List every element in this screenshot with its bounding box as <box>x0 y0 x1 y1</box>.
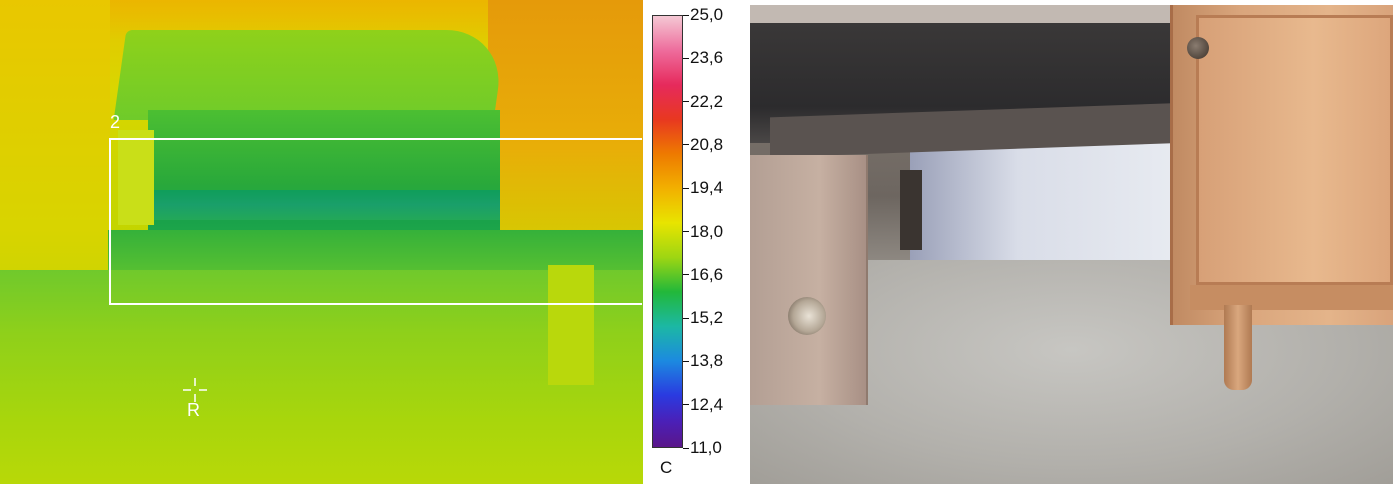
thermal-floor-region <box>0 270 643 484</box>
scale-tick-mark <box>683 360 689 362</box>
scale-tick-label: 25,0 <box>683 5 723 25</box>
measurement-area-box[interactable] <box>109 138 642 305</box>
scale-tick-text: 23,6 <box>690 48 724 68</box>
scale-tick-mark <box>683 317 689 319</box>
scale-tick-text: 12,4 <box>690 394 724 414</box>
scale-tick-label: 22,2 <box>683 92 723 112</box>
scale-tick-mark <box>683 447 689 449</box>
photo-cabinet-knob <box>1187 37 1209 59</box>
temperature-scale-ticks: 25,0 23,6 22,2 20,8 19,4 18,0 16,6 15,2 13,8 12,4… <box>683 0 743 484</box>
scale-tick-mark <box>683 231 689 232</box>
scale-tick-label: 13,8 <box>683 351 723 371</box>
thermal-post-region <box>548 265 594 385</box>
scale-tick-text: 13,8 <box>690 351 724 371</box>
scale-tick-mark <box>683 101 689 103</box>
photo-cabinet-leg <box>1224 305 1252 390</box>
reference-point-crosshair-icon[interactable] <box>180 375 210 405</box>
scale-tick-label: 23,6 <box>683 48 723 68</box>
scale-tick-text: 18,0 <box>690 221 724 241</box>
visible-light-photo <box>750 5 1393 484</box>
thermal-leg-region <box>118 130 154 225</box>
scale-tick-mark <box>683 404 689 406</box>
scale-tick-label: 19,4 <box>683 178 723 198</box>
scale-tick-text: 11,0 <box>690 438 722 457</box>
measurement-area-label: 2 <box>110 112 121 132</box>
photo-cardboard-box <box>750 155 868 405</box>
scale-tick-label: 16,6 <box>683 265 723 285</box>
scale-tick-text: 22,2 <box>690 91 724 111</box>
photo-cabinet-door <box>1196 15 1393 285</box>
scale-tick-label: 18,0 <box>683 222 723 242</box>
thermal-bed-top-region <box>113 30 507 120</box>
scale-tick-text: 20,8 <box>690 134 724 154</box>
scale-tick-label: 20,8 <box>683 135 723 155</box>
scale-tick-label: 15,2 <box>683 308 723 328</box>
photo-box-hole <box>788 297 826 335</box>
scale-tick-label: 12,4 <box>683 395 723 415</box>
scale-tick-mark <box>683 14 689 16</box>
temperature-unit-label: C <box>660 458 673 477</box>
reference-point-label: R <box>187 400 200 420</box>
scale-tick-mark <box>683 57 689 59</box>
thermal-cabinet-region <box>488 0 643 270</box>
scale-tick-text: 16,6 <box>690 264 724 284</box>
scale-tick-text: 15,2 <box>690 308 724 328</box>
scale-tick-mark <box>683 274 689 276</box>
thermal-image: 2 R <box>0 0 643 484</box>
temperature-color-scale <box>652 15 683 448</box>
photo-wall <box>910 130 1180 260</box>
photo-cabinet-plinth <box>1190 285 1393 310</box>
scale-tick-mark <box>683 144 689 146</box>
scale-tick-label: 11,0 <box>683 438 722 458</box>
thermal-cold-strip <box>150 190 500 220</box>
scale-tick-text: 25,0 <box>690 5 724 24</box>
scale-tick-mark <box>683 187 689 189</box>
thermal-shadow-region <box>108 230 643 270</box>
scale-tick-text: 19,4 <box>690 178 724 198</box>
photo-bed-leg <box>900 170 922 250</box>
